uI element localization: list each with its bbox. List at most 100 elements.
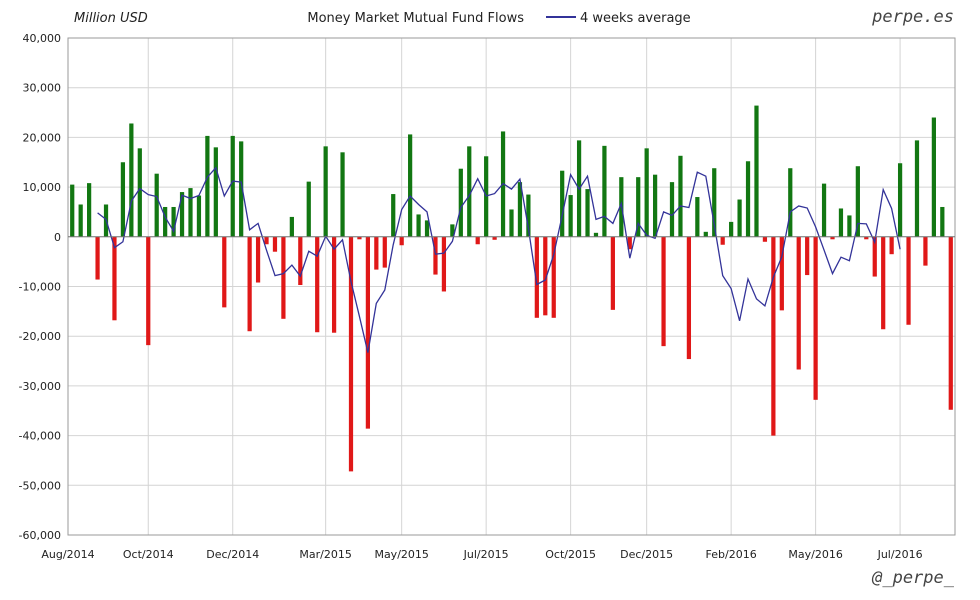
bar — [745, 161, 751, 237]
bar — [357, 236, 362, 240]
bar — [737, 199, 742, 237]
bar — [467, 146, 472, 237]
y-tick-label: -20,000 — [19, 330, 61, 343]
bar — [543, 236, 548, 316]
gridlines — [67, 37, 955, 536]
bar — [213, 147, 218, 237]
legend-label: 4 weeks average — [580, 11, 691, 26]
bar — [264, 236, 269, 245]
y-tick-label: 40,000 — [23, 32, 62, 45]
y-tick-label: 0 — [54, 231, 61, 244]
y-tick-label: 10,000 — [23, 181, 62, 194]
bar — [196, 195, 202, 237]
bar — [441, 236, 447, 292]
bar — [906, 236, 911, 325]
x-tick-label: May/2016 — [788, 548, 842, 561]
x-tick-label: Mar/2015 — [299, 548, 351, 561]
x-tick-label: May/2015 — [374, 548, 428, 561]
bar — [188, 188, 193, 237]
bar — [171, 206, 176, 237]
bar — [163, 206, 168, 237]
bar — [703, 231, 708, 237]
bar — [661, 236, 666, 347]
chart-title: Money Market Mutual Fund Flows — [307, 11, 524, 26]
bar — [889, 236, 894, 255]
bar — [914, 140, 920, 237]
y-axis-label: Million USD — [74, 11, 148, 26]
bar — [762, 236, 768, 242]
bar — [331, 236, 337, 333]
bar — [517, 182, 523, 237]
site-watermark: perpe.es — [871, 7, 954, 27]
bar — [644, 148, 649, 237]
bar — [796, 236, 801, 370]
bar — [931, 117, 936, 237]
x-tick-label: Jul/2016 — [877, 548, 923, 561]
bar — [568, 195, 573, 237]
bar — [70, 184, 75, 237]
bar — [923, 236, 928, 266]
bar — [779, 236, 784, 311]
y-tick-label: -60,000 — [19, 529, 61, 542]
x-tick-label: Dec/2014 — [206, 548, 259, 561]
average-line — [97, 166, 901, 353]
bar — [120, 162, 126, 237]
bar — [382, 236, 387, 268]
bar — [458, 168, 463, 237]
bar — [239, 141, 244, 237]
bar — [872, 236, 877, 277]
bar — [298, 236, 303, 286]
bar — [315, 236, 320, 333]
bar — [821, 183, 827, 237]
x-tick-label: Feb/2016 — [706, 548, 757, 561]
bar — [729, 221, 734, 237]
bar — [805, 236, 810, 276]
plot-frame — [67, 37, 956, 536]
handle-watermark: @_perpe_ — [871, 568, 955, 588]
bar — [374, 236, 379, 270]
bar — [340, 152, 345, 237]
bar — [87, 183, 92, 237]
bar — [306, 181, 311, 237]
axes: 40,000 30,000 20,000 10,000 0 -10,000 -20,000 -… — [19, 32, 956, 561]
bar — [289, 216, 294, 237]
bar — [137, 148, 142, 237]
bar — [838, 208, 844, 237]
bar — [771, 236, 776, 436]
y-tick-label: -50,000 — [19, 479, 61, 492]
x-tick-label: Jul/2015 — [463, 548, 509, 561]
bar — [416, 214, 421, 237]
bar — [712, 168, 717, 237]
bar — [847, 215, 852, 237]
bar — [408, 134, 413, 237]
bar — [788, 168, 793, 237]
bar — [830, 236, 835, 240]
bar — [585, 189, 590, 237]
y-tick-label: 30,000 — [23, 82, 62, 95]
bar — [551, 236, 556, 318]
x-tick-label: Aug/2014 — [41, 548, 94, 561]
bar — [686, 236, 692, 360]
bar — [424, 220, 430, 237]
bar — [433, 236, 438, 275]
bar — [593, 232, 599, 237]
x-tick-label: Oct/2015 — [545, 548, 596, 561]
bar — [534, 236, 539, 318]
bar — [222, 236, 227, 308]
bar — [399, 236, 404, 246]
bar — [281, 236, 286, 319]
bar — [948, 236, 953, 410]
bar — [855, 166, 860, 237]
bar — [255, 236, 261, 283]
bar — [610, 236, 615, 310]
bar — [450, 224, 455, 237]
bar — [492, 236, 497, 240]
x-tick-label: Dec/2015 — [620, 548, 673, 561]
bar — [146, 236, 151, 346]
bar — [720, 236, 725, 245]
bar — [391, 194, 396, 237]
bar — [323, 146, 328, 237]
bar-series — [70, 105, 953, 472]
bar — [754, 105, 759, 237]
